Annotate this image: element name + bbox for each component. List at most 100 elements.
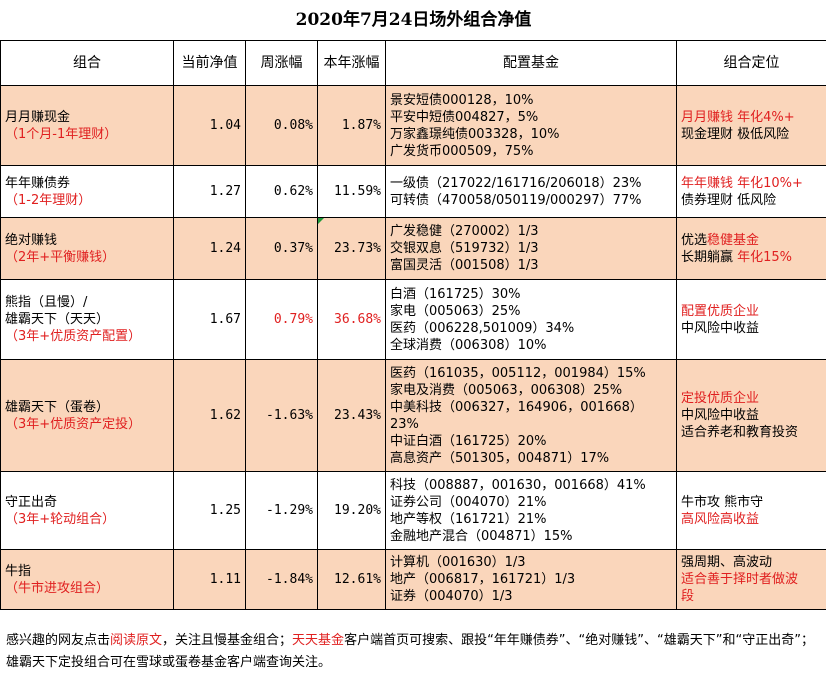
portfolio-cell: 月月赚现金 （1个月-1年理财） (0, 85, 174, 166)
fund-list: 科技（008887，001630，001668）41% 证券公司（004070）… (385, 471, 677, 550)
tiantian-fund-link[interactable]: 天天基金 (292, 633, 345, 648)
position-text: 现金理财 极低风险 (681, 126, 790, 142)
position-cell: 强周期、高波动 适合善于择时者做波 段 (675, 549, 826, 610)
position-text: 中风险中收益 (681, 320, 760, 336)
fund-item: 家电（005063）25% (390, 303, 521, 319)
footer-text: 感兴趣的网友点击 (6, 633, 111, 648)
table-row: 月月赚现金 （1个月-1年理财） 1.04 0.08% 1.87% 景安短债00… (0, 85, 826, 166)
nav-value: 1.04 (173, 85, 246, 166)
portfolio-horizon: （3年+优质资产配置） (5, 329, 142, 344)
fund-item: 高息资产（501305，004871）17% (390, 450, 610, 466)
weekly-change: -1.63% (245, 359, 318, 472)
fund-item: 中证白酒（161725）20% (390, 433, 547, 449)
position-highlight: 定投优质企业 (681, 391, 760, 406)
position-text: 强周期、高波动 (681, 555, 773, 570)
portfolio-cell: 守正出奇 （3年+轮动组合） (0, 471, 174, 550)
ytd-change: 19.20% (317, 471, 386, 550)
ytd-change: 1.87% (317, 85, 386, 166)
fund-item: 医药（161035，005112，001984）15% (390, 365, 646, 381)
fund-list: 白酒（161725）30% 家电（005063）25% 医药（006228,50… (385, 279, 677, 360)
nav-value: 1.62 (173, 359, 246, 472)
weekly-change: -1.84% (245, 549, 318, 610)
table-row: 熊指（且慢）/ 雄霸天下（天天） （3年+优质资产配置） 1.67 0.79% … (0, 279, 826, 360)
fund-item: 广发货币000509，75% (390, 143, 534, 159)
header-position: 组合定位 (675, 40, 826, 86)
position-highlight: 高风险高收益 (681, 511, 760, 527)
fund-item: 计算机（001630）1/3 (390, 555, 526, 570)
portfolio-name: 雄霸天下（蛋卷） (5, 399, 110, 415)
fund-item: 景安短债000128，10% (390, 92, 534, 108)
portfolio-name: 雄霸天下（天天） (5, 312, 110, 327)
fund-item: 交银双息（519732）1/3 (390, 241, 539, 256)
portfolio-name: 牛指 (5, 563, 32, 579)
position-highlight: 段 (681, 589, 695, 604)
fund-item: 万家鑫璟纯债003328，10% (390, 126, 560, 142)
portfolio-table: 2020年7月24日场外组合净值 组合 当前净值 周涨幅 本年涨幅 配置基金 组… (0, 0, 826, 610)
nav-value: 1.25 (173, 471, 246, 550)
position-cell: 牛市攻 熊市守 高风险高收益 (675, 471, 826, 550)
sheet-title: 2020年7月24日场外组合净值 (0, 0, 826, 41)
weekly-change: -1.29% (245, 471, 318, 550)
portfolio-name: 守正出奇 (5, 494, 58, 510)
position-highlight: 月月赚钱 年化4%+ (681, 109, 795, 125)
header-ytd: 本年涨幅 (317, 40, 386, 86)
fund-list: 一级债（217022/161716/206018）23% 可转债（470058/… (385, 165, 677, 218)
comment-flag-icon (318, 218, 324, 224)
nav-value: 1.11 (173, 549, 246, 610)
position-text: 长期躺赢 (681, 249, 738, 265)
fund-item: 科技（008887，001630，001668）41% (390, 477, 646, 493)
position-text: 中风险中收益 (681, 408, 760, 423)
ytd-change: 23.43% (317, 359, 386, 472)
position-highlight: 年化15% (737, 249, 793, 265)
nav-value: 1.27 (173, 165, 246, 218)
fund-item: 一级债（217022/161716/206018）23% (390, 175, 642, 191)
position-highlight: 年年赚钱 年化10%+ (681, 175, 803, 191)
portfolio-horizon: （3年+轮动组合） (5, 511, 116, 527)
portfolio-name: 月月赚现金 (5, 109, 71, 125)
fund-list: 景安短债000128，10% 平安中短债004827，5% 万家鑫璟纯债0033… (385, 85, 677, 166)
nav-value: 1.67 (173, 279, 246, 360)
weekly-change: 0.62% (245, 165, 318, 218)
portfolio-cell: 绝对赚钱 （2年+平衡赚钱） (0, 217, 174, 280)
header-weekly: 周涨幅 (245, 40, 318, 86)
fund-list: 医药（161035，005112，001984）15% 家电及消费（005063… (385, 359, 677, 472)
nav-value: 1.24 (173, 217, 246, 280)
position-cell: 年年赚钱 年化10%+ 债券理财 低风险 (675, 165, 826, 218)
table-row: 牛指 （牛市进攻组合） 1.11 -1.84% 12.61% 计算机（00163… (0, 549, 826, 610)
fund-item: 证券（004070）1/3 (390, 589, 513, 604)
footer-text: 客户端首页可搜索、跟投“年年赚债券”、“绝对赚钱”、“雄霸天下”和“守正出奇”；… (6, 633, 814, 670)
read-original-link[interactable]: 阅读原文 (110, 633, 163, 648)
position-line: 长期躺赢 年化15% (681, 249, 822, 266)
weekly-change: 0.37% (245, 217, 318, 280)
header-funds: 配置基金 (385, 40, 677, 86)
ytd-change: 11.59% (317, 165, 386, 218)
table-row: 绝对赚钱 （2年+平衡赚钱） 1.24 0.37% 23.73% 广发稳健（27… (0, 217, 826, 280)
fund-list: 计算机（001630）1/3 地产（006817，161721）1/3 证券（0… (385, 549, 677, 610)
table-row: 雄霸天下（蛋卷） （3年+优质资产定投） 1.62 -1.63% 23.43% … (0, 359, 826, 472)
portfolio-name: 年年赚债券 (5, 175, 71, 191)
table-row: 守正出奇 （3年+轮动组合） 1.25 -1.29% 19.20% 科技（008… (0, 471, 826, 550)
fund-item: 23% (390, 416, 419, 432)
weekly-change: 0.79% (245, 279, 318, 360)
fund-item: 全球消费（006308）10% (390, 337, 547, 353)
fund-item: 平安中短债004827，5% (390, 109, 539, 125)
portfolio-horizon: （2年+平衡赚钱） (5, 249, 116, 265)
position-highlight: 稳健基金 (707, 232, 760, 248)
portfolio-name: 绝对赚钱 (5, 232, 58, 248)
position-text: 牛市攻 熊市守 (681, 494, 764, 510)
footer-text: ，关注且慢基金组合； (162, 633, 293, 648)
fund-item: 金融地产混合（004871）15% (390, 528, 573, 544)
position-text: 债券理财 低风险 (681, 192, 777, 208)
portfolio-horizon: （3年+优质资产定投） (5, 416, 142, 432)
fund-item: 地产（006817，161721）1/3 (390, 572, 576, 587)
ytd-change: 36.68% (317, 279, 386, 360)
fund-item: 证券公司（004070）21% (390, 494, 547, 510)
header-nav: 当前净值 (173, 40, 246, 86)
weekly-change: 0.08% (245, 85, 318, 166)
position-text: 适合养老和教育投资 (681, 425, 799, 440)
fund-item: 医药（006228,501009）34% (390, 320, 575, 336)
position-text: 优选 (681, 232, 708, 248)
fund-item: 富国灵活（001508）1/3 (390, 258, 539, 273)
ytd-change: 12.61% (317, 549, 386, 610)
